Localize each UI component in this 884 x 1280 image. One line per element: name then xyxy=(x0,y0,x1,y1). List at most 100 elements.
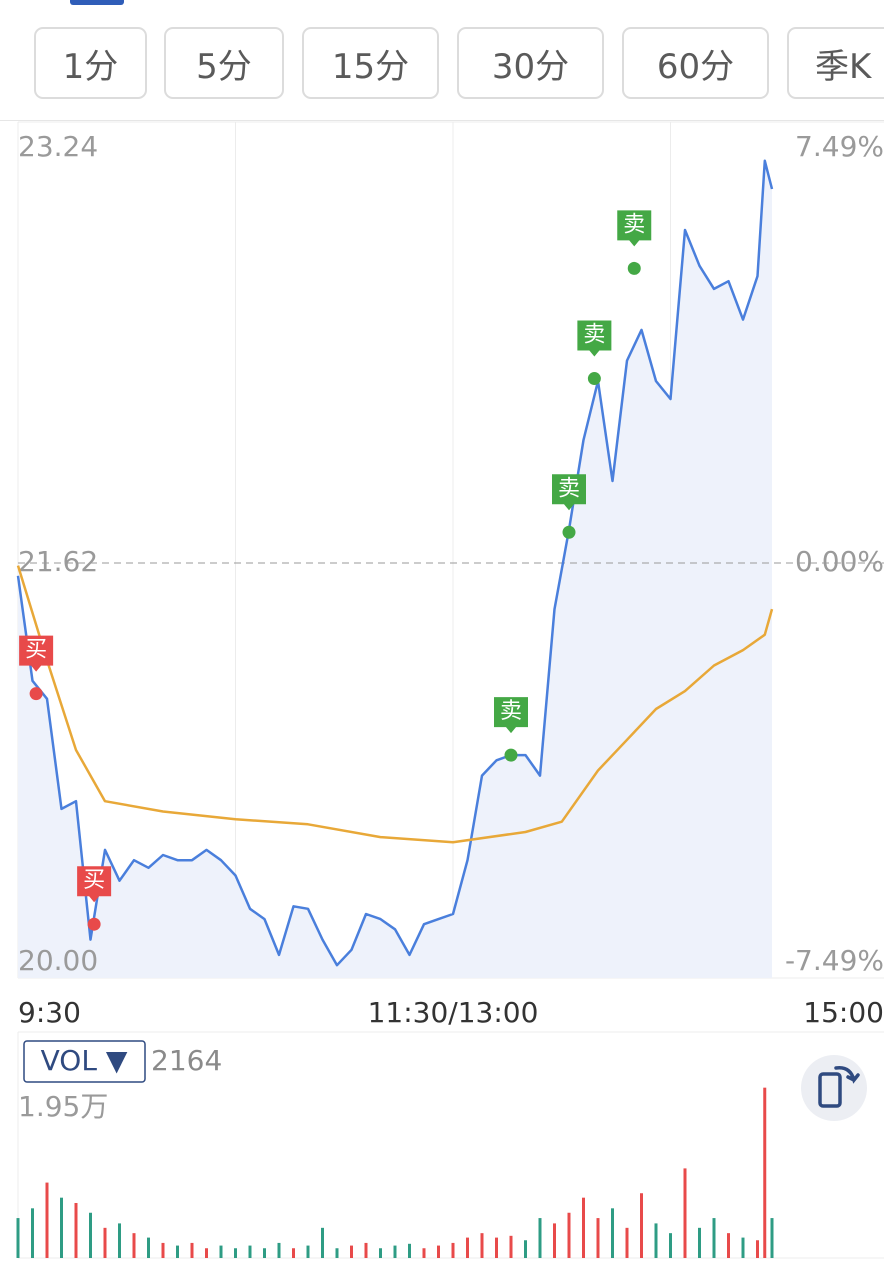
trade-tag xyxy=(19,635,54,672)
volume-bar xyxy=(350,1245,353,1258)
trade-point xyxy=(562,525,576,539)
volume-bar xyxy=(756,1240,759,1258)
volume-bar xyxy=(451,1242,455,1258)
volume-bar xyxy=(190,1242,194,1258)
indicator-select[interactable] xyxy=(23,1040,146,1083)
price-area xyxy=(18,160,772,979)
active-indicator xyxy=(70,0,124,5)
rotate-bg[interactable] xyxy=(801,1055,867,1121)
volume-bar xyxy=(640,1193,643,1258)
y-tick-label: 21.62 xyxy=(18,545,98,578)
volume-bar xyxy=(74,1202,78,1258)
price-line xyxy=(16,159,774,967)
volume-bar xyxy=(89,1212,92,1258)
tab[interactable]: 5分 xyxy=(164,27,284,99)
period-tabs: 1分 5分 15分 30分 60分 季K xyxy=(0,0,884,121)
indicator-label[interactable]: VOL ▼ xyxy=(41,1044,128,1077)
volume-bar xyxy=(31,1208,34,1258)
volume-bar xyxy=(538,1218,542,1258)
volume-bar xyxy=(132,1233,136,1258)
volume-bar xyxy=(437,1245,440,1258)
volume-bar xyxy=(712,1218,716,1258)
volume-bar xyxy=(292,1248,295,1258)
volume-bar xyxy=(393,1245,397,1258)
trade-point xyxy=(504,748,518,762)
trade-point xyxy=(29,687,43,701)
trade-tag xyxy=(577,320,612,357)
y2-tick-label: 0.00% xyxy=(795,545,884,578)
volume-bar xyxy=(16,1218,20,1258)
trade-label: 买 xyxy=(83,868,105,893)
volume-bar xyxy=(234,1248,237,1258)
trade-label: 卖 xyxy=(623,212,645,237)
x-tick-label: 9:30 xyxy=(18,996,81,1029)
trade-point xyxy=(627,261,641,275)
volume-bar xyxy=(205,1248,208,1258)
tab[interactable]: 60分 xyxy=(622,27,769,99)
volume-bar xyxy=(509,1235,513,1258)
volume-bar xyxy=(422,1248,426,1258)
y-tick-label: 1.95万 xyxy=(18,1090,108,1123)
volume-bar xyxy=(248,1245,252,1258)
tab[interactable]: 15分 xyxy=(302,27,439,99)
tab[interactable]: 季K xyxy=(787,27,884,99)
volume-bar xyxy=(567,1212,571,1258)
x-tick-label: 15:00 xyxy=(803,996,884,1029)
volume-bar xyxy=(277,1242,281,1258)
volume-bar xyxy=(335,1248,339,1258)
volume-bar xyxy=(495,1237,498,1258)
trade-tag xyxy=(494,697,528,734)
volume-bar xyxy=(625,1227,629,1258)
volume-bar xyxy=(118,1223,121,1258)
volume-bar xyxy=(698,1227,701,1258)
volume-bar xyxy=(741,1237,745,1258)
trade-tag xyxy=(77,866,112,903)
rotate-icon[interactable] xyxy=(818,1072,842,1108)
trade-label: 卖 xyxy=(500,699,522,724)
trade-label: 卖 xyxy=(583,323,605,348)
y2-tick-label: -7.49% xyxy=(785,944,884,977)
trade-point xyxy=(87,917,101,931)
current-volume: 2164 xyxy=(151,1044,222,1077)
volume-bar xyxy=(553,1223,556,1258)
trade-label: 买 xyxy=(25,638,47,663)
trade-tag xyxy=(617,210,652,247)
volume-bar xyxy=(611,1208,614,1258)
volume-bar xyxy=(669,1233,672,1258)
volume-bar xyxy=(219,1245,223,1258)
tab[interactable]: 1分 xyxy=(34,27,147,99)
x-tick-label: 11:30/13:00 xyxy=(368,996,539,1029)
volume-bar xyxy=(161,1242,165,1258)
volume-bar xyxy=(770,1218,774,1258)
volume-bar xyxy=(45,1182,49,1258)
volume-bar xyxy=(60,1197,63,1258)
trade-label: 卖 xyxy=(558,476,580,501)
volume-bar xyxy=(321,1227,324,1258)
average-line xyxy=(16,565,774,844)
volume-bar xyxy=(103,1227,107,1258)
rotate-arrow[interactable] xyxy=(834,1066,860,1084)
y-tick-label: 23.24 xyxy=(18,130,98,163)
volume-bar xyxy=(727,1233,730,1258)
volume-bar xyxy=(654,1223,658,1258)
rotate-button[interactable] xyxy=(801,1055,867,1121)
volume-bar xyxy=(763,1087,767,1258)
volume-bar xyxy=(176,1245,179,1258)
tab[interactable]: 30分 xyxy=(457,27,604,99)
y-tick-label: 20.00 xyxy=(18,944,98,977)
volume-bar xyxy=(524,1240,527,1258)
volume-bar xyxy=(466,1237,469,1258)
volume-bar xyxy=(596,1218,600,1258)
volume-bar xyxy=(408,1243,411,1258)
volume-bar xyxy=(379,1248,382,1258)
trade-tag xyxy=(552,474,586,511)
volume-bar xyxy=(683,1168,687,1258)
volume-bar xyxy=(480,1233,484,1258)
volume-bar xyxy=(364,1242,368,1258)
volume-bar xyxy=(147,1237,150,1258)
y2-tick-label: 7.49% xyxy=(795,130,884,163)
volume-bar xyxy=(582,1197,585,1258)
volume-bar xyxy=(263,1248,266,1258)
trade-point xyxy=(587,372,601,386)
